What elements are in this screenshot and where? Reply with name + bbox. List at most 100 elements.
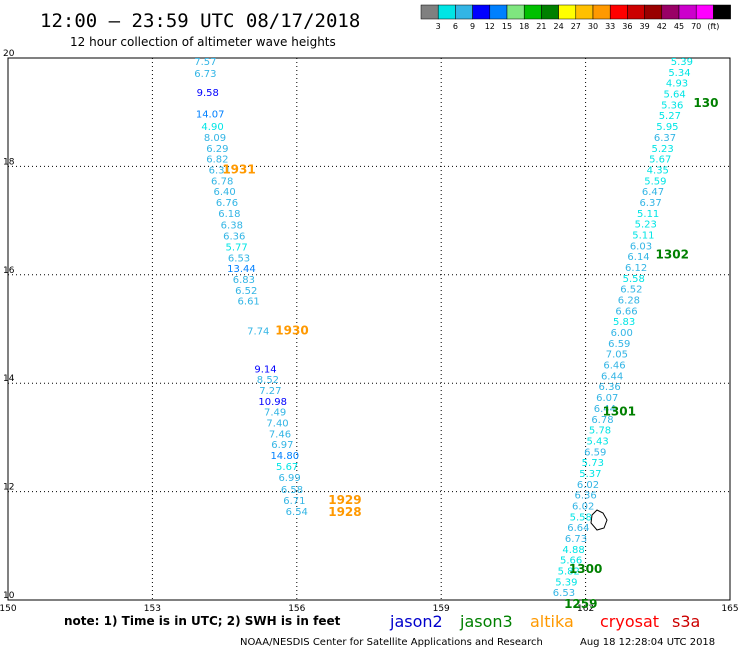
wave-height-value: 5.36 [661,100,683,111]
data-marks: 7.576.739.5814.074.908.096.296.826.316.7… [194,57,693,599]
colorbar-label: 9 [470,22,475,31]
wave-height-value: 6.46 [603,361,625,372]
wave-height-value: 6.78 [211,176,233,187]
satellite-label: s3a [672,612,700,631]
wave-height-value: 6.54 [286,507,308,518]
colorbar-label: 30 [588,22,598,31]
wave-height-value: 6.97 [271,440,293,451]
wave-height-value: 6.47 [642,187,664,198]
colorbar-swatch [678,4,697,20]
satellite-label: altika [530,612,574,631]
wave-height-value: 5.23 [635,220,657,231]
wave-height-value: 6.73 [194,69,216,80]
wave-height-value: 5.83 [613,317,635,328]
y-tick-label: 16 [3,266,15,276]
colorbar-swatch [506,4,525,20]
wave-height-value: 6.52 [235,286,257,297]
wave-height-value: 9.14 [254,364,276,375]
wave-height-value: 5.59 [644,176,666,187]
wave-height-value: 6.37 [639,198,661,209]
colorbar-label: 18 [519,22,529,31]
pass-time-label: 130 [693,96,718,110]
wave-height-value: 5.66 [560,556,582,567]
wave-height-value: 4.35 [647,165,669,176]
wave-height-value: 6.36 [223,232,245,243]
wave-height-value: 5.39 [555,577,577,588]
y-tick-label: 14 [3,374,15,384]
x-tick-label: 153 [144,604,161,614]
wave-height-value: 5.58 [623,274,645,285]
wave-height-value: 6.59 [608,339,630,350]
colorbar-swatch [661,4,680,20]
wave-height-value: 5.27 [659,111,681,122]
wave-height-value: 6.00 [611,328,633,339]
wave-height-value: 6.76 [216,198,238,209]
island-outline [590,509,608,531]
wave-height-value: 6.58 [281,485,303,496]
colorbar-label: 3 [436,22,441,31]
x-tick-label: 165 [721,604,738,614]
wave-height-value: 6.37 [654,133,676,144]
colorbar-label: 36 [622,22,632,31]
wave-height-value: 6.18 [218,209,240,220]
wave-height-value: 5.37 [579,469,601,480]
wave-height-value: 5.39 [671,57,693,68]
wave-height-value: 6.99 [278,473,300,484]
wave-height-value: 4.90 [201,122,223,133]
y-tick-label: 12 [3,483,14,493]
wave-height-value: 6.52 [620,285,642,296]
wave-height-value: 10.98 [258,397,287,408]
colorbar-label: 21 [536,22,546,31]
wave-height-value: 6.59 [584,447,606,458]
wave-height-value: 7.46 [269,429,291,440]
wave-height-value: 5.43 [587,436,609,447]
x-tick-label: 150 [0,604,17,614]
wave-height-value: 7.57 [194,57,216,68]
colorbar-label: (ft) [707,22,719,31]
pass-time-label: 1929 [328,493,361,507]
satellite-label: jason3 [459,612,513,631]
colorbar-label: 42 [657,22,667,31]
pass-time-label: 1930 [275,323,308,337]
y-tick-label: 20 [3,49,15,59]
wave-height-value: 5.77 [226,242,248,253]
pass-time-label: 1928 [328,505,361,519]
wave-height-value: 6.12 [625,263,647,274]
pass-time-label: 1259 [564,597,597,611]
colorbar-swatch [472,4,491,20]
wave-height-value: 14.80 [270,451,299,462]
pass-time-label: 1931 [222,162,255,176]
wave-height-value: 5.95 [656,122,678,133]
wave-height-value: 7.74 [247,326,269,337]
colorbar-label: 24 [554,22,564,31]
wave-height-value: 6.73 [565,534,587,545]
grid [8,58,730,600]
wave-height-value: 7.40 [266,419,288,430]
colorbar-swatch [609,4,628,20]
wave-height-value: 5.78 [589,426,611,437]
wave-height-value: 6.38 [221,221,243,232]
wave-height-value: 6.40 [213,187,235,198]
y-tick-label: 18 [3,157,15,167]
satellite-label: jason2 [389,612,443,631]
wave-height-value: 6.31 [209,165,231,176]
wave-height-value: 6.14 [627,252,649,263]
wave-height-value: 5.67 [276,462,298,473]
wave-height-value: 8.52 [257,375,279,386]
colorbar-label: 70 [691,22,701,31]
colorbar-label: 39 [640,22,650,31]
pass-time-label: 1300 [569,562,602,576]
wave-height-value: 5.11 [632,230,654,241]
wave-height-value: 4.88 [562,545,584,556]
wave-height-value: 5.73 [582,458,604,469]
y-tick-label: 10 [3,591,15,601]
colorbar-label: 6 [453,22,458,31]
wave-height-value: 6.29 [206,144,228,155]
colorbar-swatch [695,4,714,20]
colorbar-swatch [627,4,645,20]
wave-height-value: 7.27 [259,386,281,397]
wave-height-value: 6.83 [233,275,255,286]
